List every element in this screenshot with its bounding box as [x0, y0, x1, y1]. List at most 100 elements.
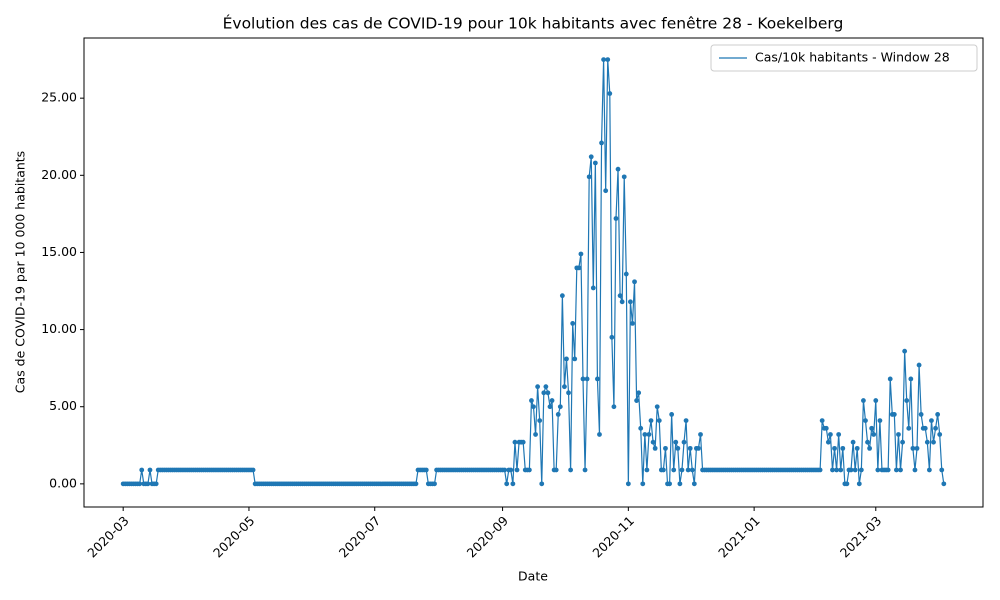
data-point — [543, 384, 549, 390]
data-point — [661, 467, 666, 473]
data-point — [904, 398, 910, 403]
data-point — [891, 412, 897, 417]
data-point — [863, 418, 868, 424]
data-point — [533, 432, 538, 437]
data-point — [937, 432, 943, 437]
data-point — [873, 398, 879, 403]
data-point — [535, 384, 541, 390]
data-point — [867, 445, 872, 451]
data-point — [578, 251, 584, 257]
data-point — [648, 418, 654, 424]
x-tick-label: 2020-11 — [589, 513, 637, 561]
data-point — [153, 481, 159, 487]
data-point — [423, 467, 429, 473]
data-point — [541, 390, 547, 396]
data-point — [935, 412, 941, 417]
data-point — [582, 467, 588, 473]
data-point — [673, 439, 679, 445]
data-point — [564, 356, 569, 362]
data-point — [656, 418, 662, 424]
data-point — [856, 481, 862, 487]
data-point — [869, 425, 875, 431]
data-point — [539, 481, 545, 487]
data-point — [830, 467, 835, 473]
data-point — [625, 481, 631, 487]
data-point — [595, 376, 600, 382]
data-point — [671, 467, 677, 473]
data-point — [926, 467, 932, 473]
data-point — [687, 445, 693, 451]
data-point — [605, 57, 611, 62]
data-point — [900, 439, 905, 445]
y-tick-label: 15.00 — [41, 244, 77, 259]
data-point — [836, 432, 842, 437]
data-point — [654, 404, 660, 410]
data-point — [628, 299, 633, 305]
y-tick-label: 10.00 — [41, 321, 77, 336]
data-point — [650, 439, 656, 445]
data-point — [916, 362, 922, 368]
data-point — [621, 174, 627, 180]
data-point — [910, 445, 916, 451]
data-point — [611, 404, 617, 410]
data-point — [679, 467, 685, 473]
data-point — [613, 216, 619, 221]
data-point — [599, 140, 604, 146]
data-point — [908, 376, 914, 382]
data-point — [520, 439, 526, 445]
data-point — [250, 467, 256, 473]
data-point — [601, 57, 607, 62]
data-point — [924, 439, 930, 445]
data-point — [576, 265, 582, 271]
legend-label: Cas/10k habitants - Window 28 — [755, 50, 950, 65]
data-point — [557, 404, 563, 410]
data-point — [861, 398, 866, 403]
data-point — [865, 439, 870, 445]
data-point — [902, 348, 908, 354]
data-point — [663, 445, 668, 451]
data-point — [840, 445, 846, 451]
data-point — [885, 467, 891, 473]
data-point — [592, 160, 598, 166]
data-point — [898, 467, 903, 473]
data-point — [817, 467, 823, 473]
data-point — [681, 439, 687, 445]
data-point — [514, 467, 520, 473]
data-point — [689, 467, 695, 473]
data-point — [887, 376, 893, 382]
y-tick-label: 25.00 — [41, 90, 77, 105]
data-point — [526, 467, 532, 473]
data-point — [852, 467, 858, 473]
data-point — [529, 398, 534, 403]
data-point — [871, 432, 877, 437]
data-point — [531, 404, 536, 410]
data-point — [667, 481, 672, 487]
x-tick-label: 2020-07 — [336, 513, 384, 561]
data-point — [147, 467, 153, 473]
data-point — [877, 418, 883, 424]
data-point — [549, 398, 555, 403]
data-point — [698, 432, 703, 437]
data-point — [607, 91, 613, 96]
data-point — [677, 481, 683, 487]
data-point — [941, 481, 947, 487]
y-tick-label: 5.00 — [49, 398, 77, 413]
data-point — [537, 418, 543, 424]
data-point — [619, 299, 625, 305]
data-point — [669, 412, 675, 417]
data-point — [547, 404, 553, 410]
data-point — [823, 425, 829, 431]
x-tick-label: 2020-09 — [464, 513, 512, 561]
data-point — [675, 445, 681, 451]
data-point — [545, 390, 551, 396]
data-point — [825, 439, 831, 445]
data-point — [570, 321, 576, 326]
data-point — [597, 432, 602, 437]
data-point — [914, 445, 920, 451]
data-point — [838, 467, 844, 473]
data-point — [502, 467, 508, 473]
data-point — [586, 174, 592, 180]
data-point — [632, 279, 637, 285]
data-point — [623, 271, 629, 277]
